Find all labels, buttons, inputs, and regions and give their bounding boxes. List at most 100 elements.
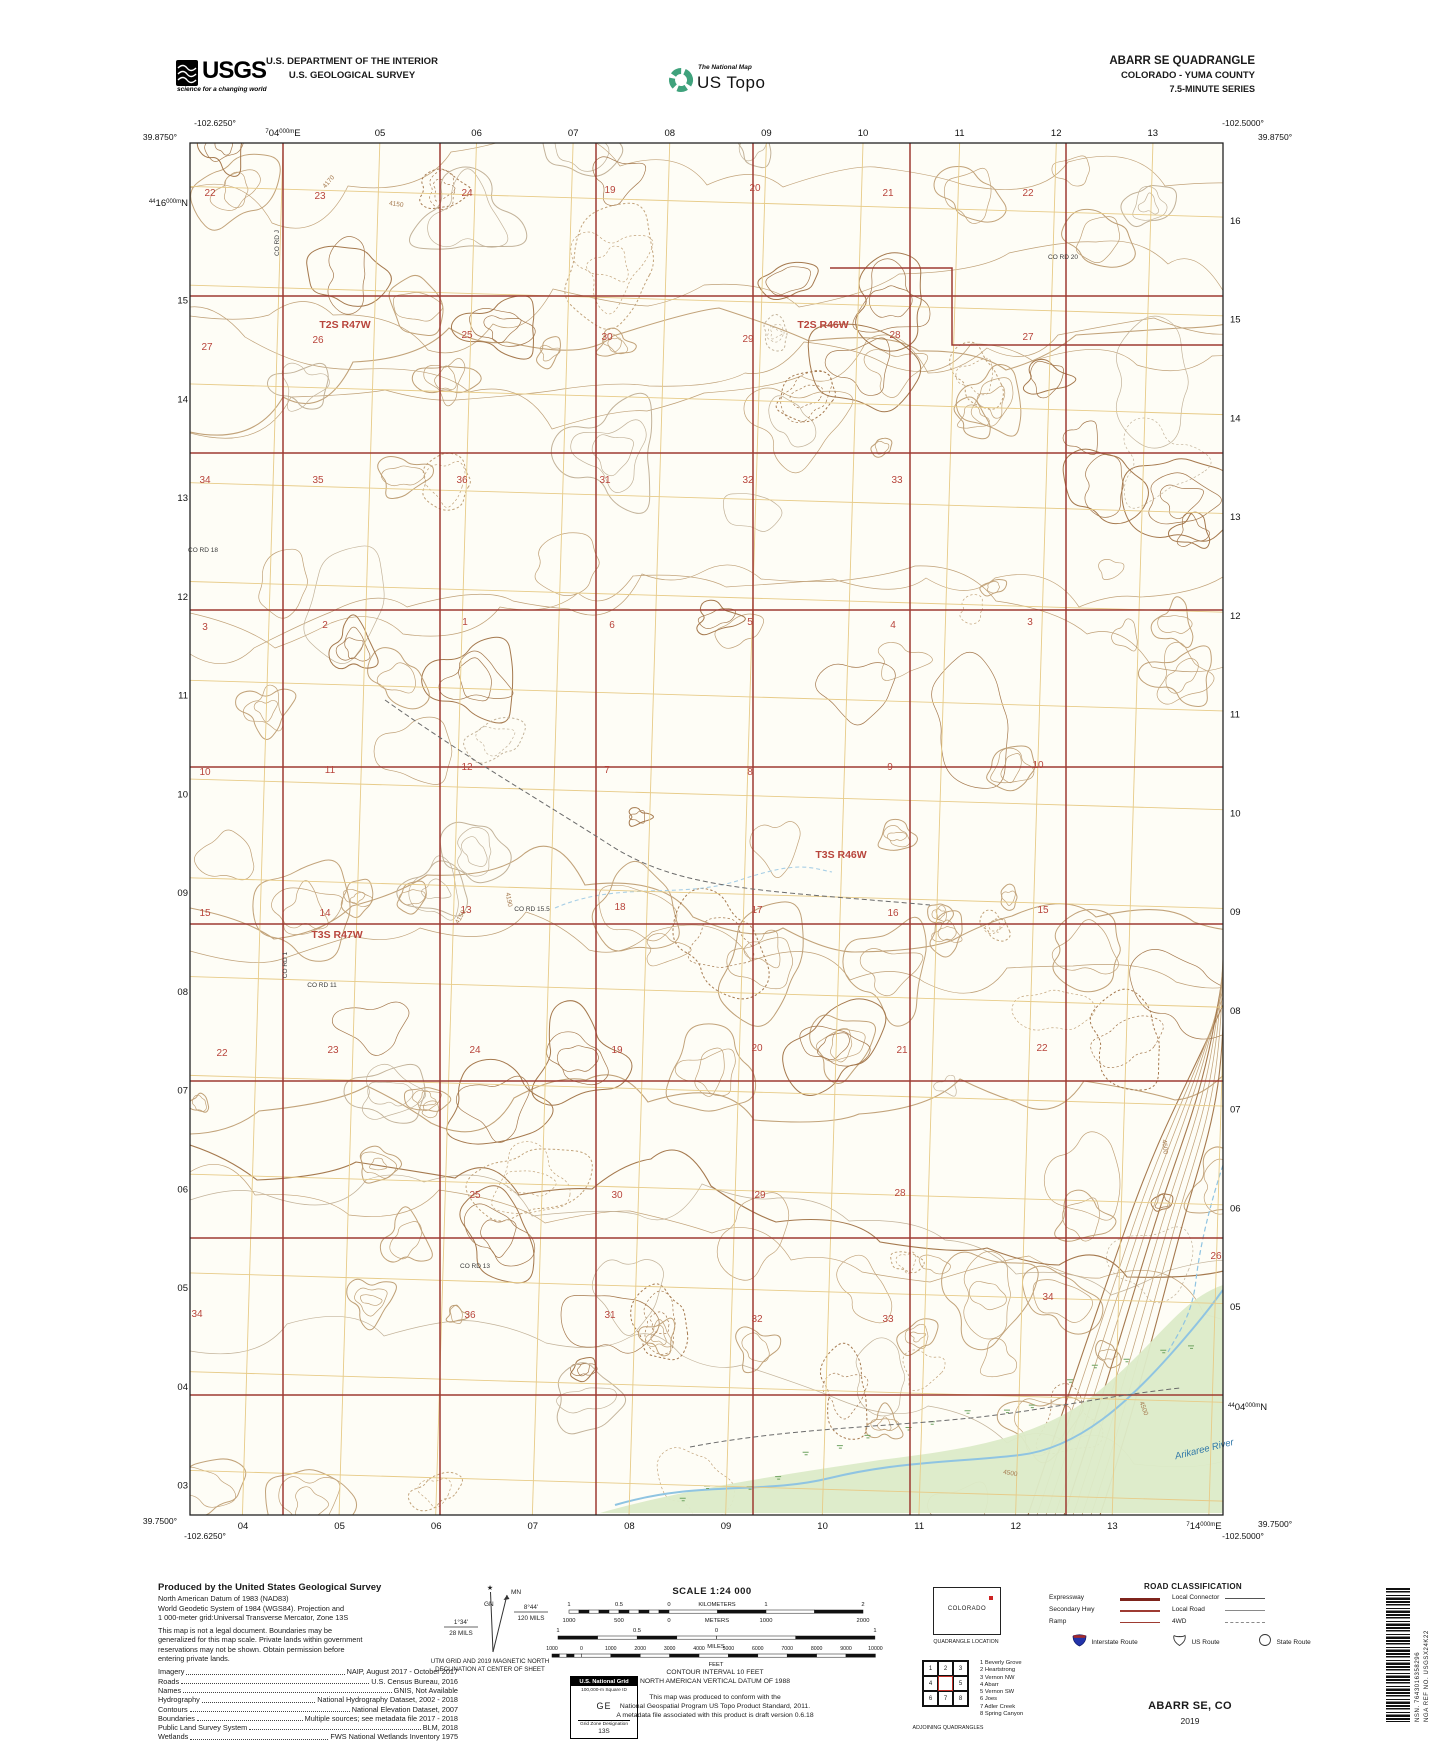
- contour-line: [799, 1025, 871, 1067]
- contour-line: [209, 169, 261, 211]
- scale-tick-label: 1000: [605, 1646, 617, 1652]
- scale-tick-label: 1: [567, 1602, 570, 1608]
- contour-line: [1000, 753, 1022, 784]
- contour-line: [1148, 472, 1222, 525]
- contour-line: [456, 1075, 530, 1143]
- contour-line: [726, 937, 794, 990]
- usgs-tagline: science for a changing world: [177, 86, 267, 93]
- grid-tick-label: 16: [1230, 216, 1241, 227]
- contour-line: [650, 1325, 667, 1345]
- adjoining-cell: 4: [923, 1676, 938, 1691]
- township-label: T2S R47W: [319, 319, 370, 331]
- grid-tick-label: 06: [177, 1184, 188, 1195]
- scale-bar-segment: [728, 1653, 759, 1658]
- road-class-line-sample: [1120, 1622, 1160, 1624]
- contour-line: [194, 829, 255, 881]
- grid-tick-label: 04: [238, 1521, 249, 1532]
- credit-leader: [186, 1673, 345, 1675]
- contour-line: [935, 908, 946, 920]
- corner-latitude: 39.8750°: [1258, 132, 1292, 142]
- credit-label: Names: [158, 1685, 182, 1695]
- section-number: 26: [1210, 1251, 1222, 1262]
- credit-leader: [196, 1720, 303, 1722]
- contour-line: [1011, 989, 1096, 1031]
- grid-tick-label: 10: [1230, 808, 1241, 819]
- utm-grid-line: [190, 383, 1223, 417]
- contour-line: [976, 385, 1006, 419]
- scale-tick-label: 2000: [857, 1618, 870, 1624]
- section-number: 22: [216, 1048, 228, 1059]
- section-number: 32: [751, 1314, 763, 1325]
- usng-square-id-label: 100,000-m Square ID: [581, 1687, 627, 1693]
- contour-line: [1137, 645, 1212, 708]
- credit-row: Contours National Elevation Dataset, 2007: [158, 1705, 458, 1714]
- contour-line: [396, 880, 427, 915]
- section-number: 16: [887, 908, 899, 919]
- scale-tick-label: 1000: [563, 1618, 576, 1624]
- contour-line: [817, 1032, 850, 1060]
- section-number: 13: [460, 905, 472, 916]
- contour-line: [723, 493, 783, 532]
- scale-bar-segment: [557, 1635, 598, 1640]
- grid-tick-label: 06: [1230, 1203, 1241, 1214]
- contour-line: [741, 1332, 770, 1363]
- gn-angle: 1°34': [454, 1618, 468, 1626]
- scale-tick-label: 4000: [693, 1646, 705, 1652]
- contour-line: [1084, 453, 1124, 518]
- usng-zone-label: Grid Zone Designation: [580, 1722, 628, 1727]
- contour-line: [335, 626, 371, 662]
- contour-line: [1062, 448, 1149, 525]
- contour-line: [1000, 883, 1018, 911]
- utm-grid-line: [190, 284, 1223, 318]
- contour-line: [546, 1031, 609, 1086]
- utm-grid-line: [190, 876, 1223, 910]
- contour-line: [367, 647, 430, 710]
- ustopo-icon-ring: [669, 68, 693, 92]
- barcode-nsn: NSN. 7643016358296: [1415, 1651, 1421, 1722]
- contour-line: [463, 717, 526, 764]
- contour-line: [457, 826, 492, 877]
- contour-line: [379, 1206, 433, 1263]
- road-class-row: Ramp 4WD: [1048, 1618, 1368, 1630]
- barcode-nga: NGA REF NO. USGSX24K22: [1424, 1630, 1430, 1722]
- credit-value: National Hydrography Dataset, 2002 - 201…: [317, 1695, 458, 1705]
- adjoining-cell-current: [938, 1676, 953, 1691]
- section-number: 15: [1037, 905, 1049, 916]
- contour-line: [607, 337, 622, 352]
- corner-longitude: -102.6250°: [194, 118, 236, 128]
- section-number: 12: [461, 762, 473, 773]
- contour-line: [1098, 559, 1125, 580]
- ustopo-icon: [669, 68, 693, 92]
- contour-line: [1062, 420, 1098, 456]
- contour-line: [863, 349, 929, 398]
- grid-tick-label: 13: [1107, 1521, 1118, 1532]
- marsh-tuft: [775, 1476, 782, 1480]
- utm-grid-line: [190, 1370, 1223, 1403]
- adjoining-cell: 5: [953, 1676, 968, 1691]
- contour-line: [190, 1458, 247, 1515]
- contour-line: [1123, 417, 1212, 509]
- conformance-line: National Geospatial Program US Topo Prod…: [619, 1703, 811, 1710]
- road-red: [830, 267, 1223, 346]
- contour-line: [1030, 360, 1064, 399]
- section-number: 15: [199, 908, 211, 919]
- scale-bar-segment: [757, 1653, 788, 1658]
- corner-latitude: 39.7500°: [143, 1516, 177, 1526]
- contour-line: [550, 392, 653, 514]
- legal-lines: This map is not a legal document. Bounda…: [158, 1626, 458, 1663]
- contour-line: [1090, 1015, 1164, 1068]
- scale-bar-segment: [639, 1653, 670, 1658]
- contour-line: [855, 1337, 906, 1417]
- contour-line: [1165, 658, 1199, 694]
- scale-tick-label: 9000: [840, 1646, 852, 1652]
- grid-tick-label: 14: [177, 394, 188, 405]
- barcode: [1386, 1588, 1410, 1722]
- credit-leader: [249, 1729, 421, 1731]
- scale-bar-segment: [588, 1609, 600, 1614]
- adjoining-cell: 3: [953, 1661, 968, 1676]
- grid-tick-label: 12: [1011, 1521, 1022, 1532]
- contour-line: [204, 143, 244, 162]
- contour-line: [714, 613, 764, 649]
